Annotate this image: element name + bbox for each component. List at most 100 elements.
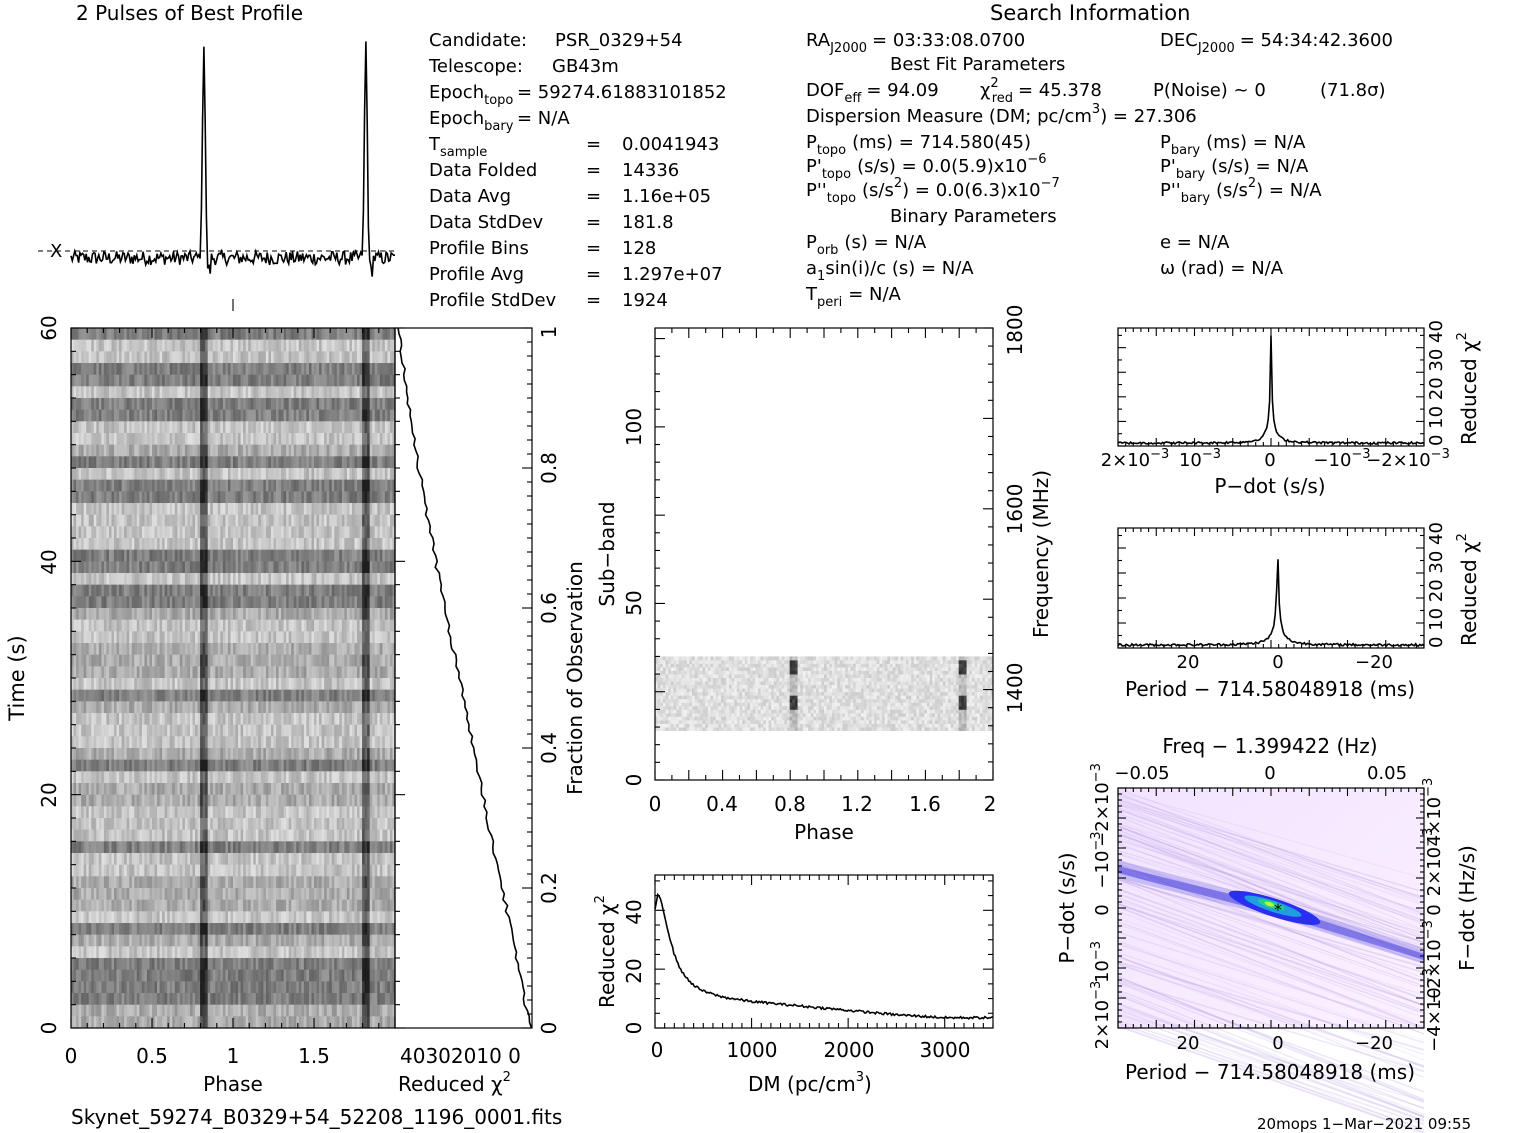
time-phase-pixel xyxy=(357,654,360,667)
time-phase-pixel xyxy=(106,386,110,399)
time-phase-pixel xyxy=(382,596,386,609)
time-phase-pixel xyxy=(235,491,239,504)
time-phase-pixel xyxy=(260,689,264,702)
time-phase-pixel xyxy=(124,724,128,737)
time-phase-pixel xyxy=(392,666,396,679)
time-phase-pixel xyxy=(139,701,143,714)
time-phase-pixel xyxy=(238,433,241,446)
time-phase-pixel xyxy=(230,584,234,597)
time-phase-pixel xyxy=(273,549,277,562)
time-phase-pixel xyxy=(83,771,87,784)
time-phase-pixel xyxy=(306,748,310,761)
time-phase-pixel xyxy=(146,759,150,772)
time-phase-pixel xyxy=(331,479,335,492)
time-phase-pixel xyxy=(379,736,383,749)
time-phase-pixel xyxy=(81,701,85,714)
time-phase-pixel xyxy=(101,479,105,492)
time-phase-pixel xyxy=(392,596,396,609)
time-phase-pixel xyxy=(212,339,216,352)
time-phase-pixel xyxy=(346,363,350,376)
time-phase-pixel xyxy=(367,363,371,376)
time-phase-pixel xyxy=(119,351,123,364)
time-phase-pixel xyxy=(195,608,198,621)
time-phase-pixel xyxy=(162,444,166,457)
time-phase-pixel xyxy=(243,386,247,399)
time-phase-pixel xyxy=(372,689,376,702)
time-phase-pixel xyxy=(116,538,120,551)
time-phase-pixel xyxy=(351,561,355,574)
time-phase-pixel xyxy=(334,701,338,714)
time-phase-pixel xyxy=(200,526,204,539)
time-phase-pixel xyxy=(354,444,358,457)
time-phase-pixel xyxy=(164,596,168,609)
time-phase-pixel xyxy=(346,561,350,574)
time-phase-pixel xyxy=(169,538,173,551)
time-phase-pixel xyxy=(129,701,133,714)
time-phase-pixel xyxy=(260,643,264,656)
time-phase-pixel xyxy=(172,409,176,422)
time-phase-pixel xyxy=(101,538,105,551)
time-phase-pixel xyxy=(308,479,312,492)
time-phase-pixel xyxy=(81,713,85,726)
time-phase-pixel xyxy=(296,654,300,667)
time-phase-pixel xyxy=(164,549,168,562)
time-phase-pixel xyxy=(273,596,277,609)
time-phase-pixel xyxy=(384,631,388,644)
time-phase-pixel xyxy=(81,526,85,539)
time-phase-pixel xyxy=(172,351,176,364)
time-phase-pixel xyxy=(268,503,272,516)
time-phase-pixel xyxy=(98,491,102,504)
time-phase-pixel xyxy=(283,374,287,387)
time-phase-pixel xyxy=(359,491,363,504)
time-phase-pixel xyxy=(276,398,279,411)
time-phase-pixel xyxy=(389,363,393,376)
time-phase-pixel xyxy=(276,724,279,737)
time-phase-pixel xyxy=(119,666,123,679)
time-phase-pixel xyxy=(146,678,150,691)
time-phase-pixel xyxy=(286,596,290,609)
time-phase-pixel xyxy=(116,514,120,527)
time-phase-pixel xyxy=(164,759,168,772)
time-phase-pixel xyxy=(98,771,102,784)
time-phase-pixel xyxy=(121,573,125,586)
time-phase-pixel xyxy=(86,584,90,597)
time-phase-pixel xyxy=(124,398,128,411)
time-phase-pixel xyxy=(369,759,373,772)
time-phase-pixel xyxy=(253,456,257,469)
time-phase-pixel xyxy=(131,514,135,527)
time-phase-pixel xyxy=(144,713,148,726)
time-phase-pixel xyxy=(91,701,95,714)
time-phase-pixel xyxy=(331,409,335,422)
time-phase-pixel xyxy=(344,689,348,702)
time-phase-pixel xyxy=(341,409,345,422)
time-phase-pixel xyxy=(273,398,277,411)
time-phase-pixel xyxy=(329,526,333,539)
time-phase-pixel xyxy=(245,468,249,481)
time-phase-pixel xyxy=(83,713,87,726)
time-phase-pixel xyxy=(162,538,166,551)
time-phase-pixel xyxy=(134,713,138,726)
time-phase-pixel xyxy=(210,351,214,364)
time-phase-pixel xyxy=(288,748,292,761)
time-phase-pixel xyxy=(392,526,396,539)
time-phase-pixel xyxy=(377,724,381,737)
time-phase-pixel xyxy=(270,339,274,352)
time-phase-pixel xyxy=(71,503,74,516)
time-phase-pixel xyxy=(124,678,128,691)
time-phase-pixel xyxy=(96,584,100,597)
time-phase-pixel xyxy=(263,421,267,434)
time-phase-pixel xyxy=(235,608,239,621)
time-phase-pixel xyxy=(364,363,368,376)
time-phase-pixel xyxy=(200,351,204,364)
time-phase-pixel xyxy=(81,409,85,422)
time-phase-pixel xyxy=(162,503,166,516)
time-phase-pixel xyxy=(167,654,171,667)
time-phase-pixel xyxy=(367,619,371,632)
time-phase-pixel xyxy=(141,503,145,516)
time-phase-pixel xyxy=(187,526,191,539)
time-phase-pixel xyxy=(124,584,128,597)
time-phase-pixel xyxy=(357,619,360,632)
time-phase-pixel xyxy=(278,748,282,761)
time-phase-pixel xyxy=(362,433,366,446)
